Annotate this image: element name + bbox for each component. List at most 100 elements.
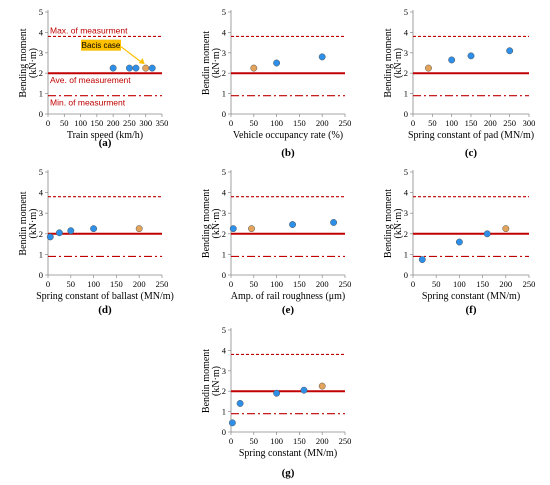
x-tick-label: 150 <box>476 279 489 289</box>
panel-label: (b) <box>281 147 295 159</box>
x-axis-label: Spring constant of pad (MN/m) <box>408 130 534 141</box>
y-axis-label: Bendin moment <box>201 349 212 413</box>
y-tick-label: 4 <box>404 27 409 37</box>
data-point <box>273 389 281 397</box>
y-axis-label: Bending moment <box>383 28 394 97</box>
basis-callout-arrowhead <box>138 58 145 65</box>
y-axis-unit: (kN·m) <box>211 366 222 396</box>
y-tick-label: 5 <box>222 167 226 177</box>
x-tick-label: 0 <box>229 436 233 446</box>
basis-callout-box <box>81 39 121 51</box>
x-tick-label: 100 <box>270 436 283 446</box>
basis-data-point <box>250 64 258 72</box>
y-tick-label: 1 <box>404 89 408 99</box>
data-point <box>289 221 297 228</box>
panel-label: (f) <box>466 304 477 316</box>
y-tick-label: 5 <box>39 7 43 17</box>
x-axis-label: Spring constant of ballast (MN/m) <box>36 291 174 302</box>
data-point <box>236 399 244 407</box>
y-axis-unit: (kN·m) <box>28 48 39 78</box>
data-point <box>90 225 98 233</box>
y-tick-label: 1 <box>222 89 226 99</box>
x-tick-label: 200 <box>107 118 120 128</box>
y-tick-label: 0 <box>39 270 43 280</box>
x-tick-label: 150 <box>293 279 306 289</box>
y-axis-unit: (kN·m) <box>211 48 222 78</box>
x-tick-label: 200 <box>316 279 329 289</box>
y-tick-label: 3 <box>222 366 226 376</box>
y-tick-label: 4 <box>39 188 44 198</box>
x-tick-label: 150 <box>90 118 103 128</box>
x-tick-label: 200 <box>316 118 329 128</box>
y-tick-label: 1 <box>39 89 43 99</box>
basis-callout-label: Bacis case <box>82 41 121 50</box>
x-tick-label: 150 <box>110 279 123 289</box>
y-tick-label: 3 <box>404 208 408 218</box>
data-point <box>455 238 463 246</box>
basis-callout-arrow <box>120 46 144 64</box>
data-point <box>467 52 475 60</box>
y-tick-label: 1 <box>404 249 408 259</box>
y-tick-label: 2 <box>222 386 226 396</box>
y-tick-label: 5 <box>404 167 408 177</box>
y-axis-label: Bending moment <box>383 189 394 258</box>
y-tick-label: 1 <box>39 249 43 259</box>
data-point <box>148 64 156 72</box>
x-tick-label: 150 <box>293 118 306 128</box>
x-tick-label: 0 <box>229 118 233 128</box>
x-tick-label: 0 <box>411 118 415 128</box>
x-tick-label: 250 <box>339 436 352 446</box>
y-tick-label: 2 <box>39 229 43 239</box>
y-axis-label: Bendin moment <box>201 31 212 95</box>
y-tick-label: 3 <box>222 48 226 58</box>
y-tick-label: 2 <box>404 68 408 78</box>
basis-data-point <box>248 225 255 233</box>
data-point <box>330 219 338 226</box>
y-tick-label: 4 <box>404 188 409 198</box>
y-tick-label: 0 <box>39 109 43 119</box>
y-tick-label: 2 <box>222 68 226 78</box>
x-tick-label: 150 <box>465 118 478 128</box>
data-point <box>448 56 456 64</box>
y-axis-unit: (kN·m) <box>393 209 404 239</box>
y-tick-label: 4 <box>222 345 227 355</box>
data-point <box>55 229 63 237</box>
data-point <box>109 64 117 72</box>
panel-label: (g) <box>282 467 295 479</box>
x-tick-label: 150 <box>293 436 306 446</box>
x-tick-label: 50 <box>250 118 259 128</box>
y-tick-label: 3 <box>222 208 226 218</box>
x-tick-label: 50 <box>250 279 259 289</box>
y-tick-label: 0 <box>222 270 226 280</box>
basis-data-point <box>502 225 510 233</box>
y-tick-label: 5 <box>222 7 226 17</box>
data-point <box>125 64 133 72</box>
x-tick-label: 100 <box>445 118 458 128</box>
x-tick-label: 0 <box>229 279 233 289</box>
y-tick-label: 4 <box>222 188 227 198</box>
average-annotation: Ave. of measurement <box>50 75 131 85</box>
data-point <box>67 227 75 235</box>
basis-data-point <box>318 382 326 390</box>
x-tick-label: 200 <box>133 279 146 289</box>
y-axis-label: Bending moment <box>201 189 212 258</box>
panel-label: (d) <box>98 304 112 316</box>
x-axis-label: Vehicle occupancy rate (%) <box>233 130 343 141</box>
x-tick-label: 200 <box>484 118 497 128</box>
x-tick-label: 300 <box>523 118 536 128</box>
data-point <box>418 256 426 263</box>
y-tick-label: 4 <box>39 27 44 37</box>
y-tick-label: 3 <box>404 48 408 58</box>
y-tick-label: 5 <box>222 325 226 335</box>
x-axis-label: Train speed (km/h) <box>67 130 143 141</box>
x-tick-label: 250 <box>339 118 352 128</box>
data-point <box>228 419 236 427</box>
y-tick-label: 1 <box>222 407 226 417</box>
x-tick-label: 100 <box>270 118 283 128</box>
x-tick-label: 0 <box>46 279 50 289</box>
x-tick-label: 100 <box>453 279 466 289</box>
